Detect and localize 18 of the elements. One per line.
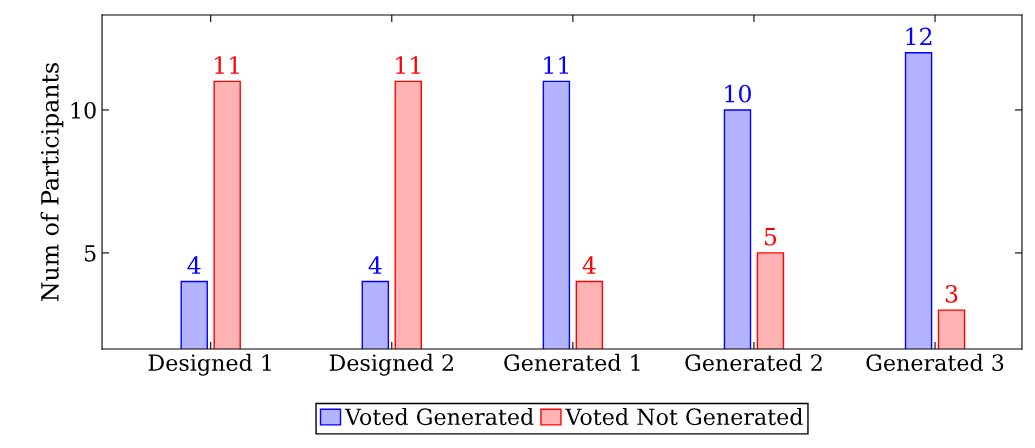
y-axis-title: Num of Participants bbox=[40, 63, 64, 301]
legend-label: Voted Not Generated bbox=[565, 407, 803, 426]
x-tick-label: Generated 3 bbox=[866, 353, 1004, 372]
data-label: 4 bbox=[582, 256, 596, 274]
data-label: 12 bbox=[906, 27, 932, 46]
data-label: 3 bbox=[945, 284, 958, 303]
data-label: 10 bbox=[725, 84, 751, 103]
data-label: 11 bbox=[215, 56, 239, 74]
data-label: 11 bbox=[396, 56, 420, 74]
legend-label: Voted Generated bbox=[344, 407, 534, 426]
data-label: 11 bbox=[544, 56, 569, 74]
data-label: 4 bbox=[368, 256, 382, 274]
x-tick-label: Generated 1 bbox=[504, 353, 640, 372]
x-tick-label: Generated 2 bbox=[685, 353, 822, 372]
data-label: 5 bbox=[764, 228, 777, 246]
x-tick-label: Designed 2 bbox=[329, 353, 453, 376]
data-label: 4 bbox=[187, 256, 201, 274]
x-tick-label: Designed 1 bbox=[148, 353, 271, 376]
